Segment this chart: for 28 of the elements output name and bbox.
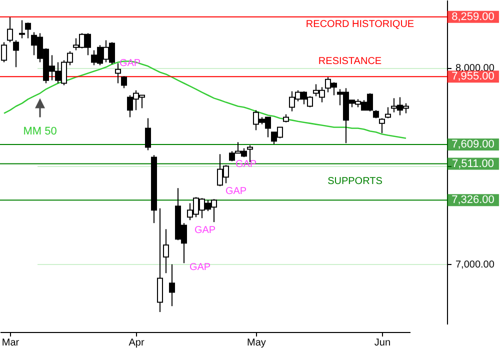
candlestick — [157, 208, 164, 313]
candlestick — [13, 40, 20, 68]
candlestick — [121, 76, 128, 89]
ref-line-label: 8,259.00 — [452, 10, 494, 23]
annotation: GAP — [225, 186, 247, 197]
candlestick — [19, 20, 26, 39]
x-tick-label: Mar — [2, 338, 20, 348]
candlestick — [169, 264, 176, 307]
series-label: MM 50 — [23, 125, 57, 138]
annotation: GAP — [194, 225, 216, 236]
candlestick — [145, 118, 152, 151]
candlestick — [115, 62, 122, 84]
candlestick — [25, 22, 32, 39]
y-tick-label: 7,000.00 — [456, 260, 495, 271]
candlestick — [163, 228, 170, 274]
candlestick — [7, 16, 14, 43]
ref-line-label: 7,511.00 — [452, 158, 494, 170]
x-tick-label: Jun — [374, 338, 391, 348]
ref-line-label: 7,326.00 — [452, 194, 494, 206]
x-tick-label: May — [247, 338, 266, 348]
ref-line-label: 7,609.00 — [452, 138, 494, 151]
annotation: RECORD HISTORIQUE — [306, 19, 414, 30]
annotation: GAP — [189, 262, 211, 273]
x-tick-label: Apr — [128, 338, 145, 348]
candlestick — [384, 106, 391, 119]
candlestick — [378, 118, 385, 134]
annotation: RESISTANCE — [318, 56, 382, 67]
annotation: SUPPORTS — [328, 176, 383, 187]
